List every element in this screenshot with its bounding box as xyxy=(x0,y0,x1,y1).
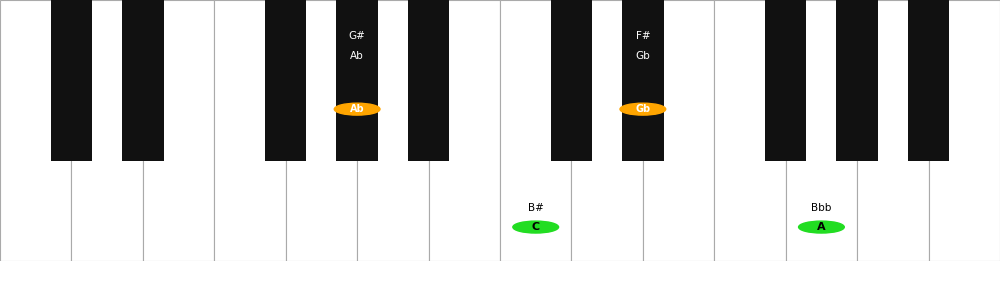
Bar xyxy=(71,0,143,261)
Bar xyxy=(336,0,378,160)
Text: A: A xyxy=(817,222,826,232)
Bar xyxy=(429,0,500,261)
Bar xyxy=(286,0,357,261)
Bar xyxy=(836,0,878,160)
Bar xyxy=(143,0,214,261)
Bar xyxy=(857,0,929,261)
Text: C: C xyxy=(532,222,540,232)
Bar xyxy=(51,0,92,160)
Text: Provided by: Provided by xyxy=(20,274,102,287)
Text: Gb: Gb xyxy=(635,104,650,114)
Bar xyxy=(908,0,949,160)
Circle shape xyxy=(513,221,559,233)
Bar xyxy=(408,0,449,160)
Text: Gb: Gb xyxy=(635,51,650,62)
Circle shape xyxy=(334,103,380,115)
Bar xyxy=(714,0,786,261)
Bar xyxy=(622,0,664,160)
Text: G#: G# xyxy=(349,31,366,41)
Bar xyxy=(786,0,857,261)
Bar xyxy=(929,0,1000,261)
Text: Ab: Ab xyxy=(350,104,364,114)
Bar xyxy=(357,0,429,261)
Text: F#: F# xyxy=(636,31,650,41)
Text: Bbb: Bbb xyxy=(811,203,832,213)
Bar xyxy=(0,0,71,261)
Bar xyxy=(122,0,164,160)
Bar xyxy=(765,0,806,160)
Bar xyxy=(214,0,286,261)
Circle shape xyxy=(620,103,666,115)
Text: under CC-BY-NC-SA: under CC-BY-NC-SA xyxy=(434,274,566,287)
Text: B#: B# xyxy=(528,203,544,213)
Bar xyxy=(265,0,306,160)
Bar xyxy=(571,0,643,261)
Circle shape xyxy=(799,221,844,233)
Text: Ab: Ab xyxy=(350,51,364,62)
Bar xyxy=(551,0,592,160)
Bar xyxy=(643,0,714,261)
Bar xyxy=(500,0,571,261)
